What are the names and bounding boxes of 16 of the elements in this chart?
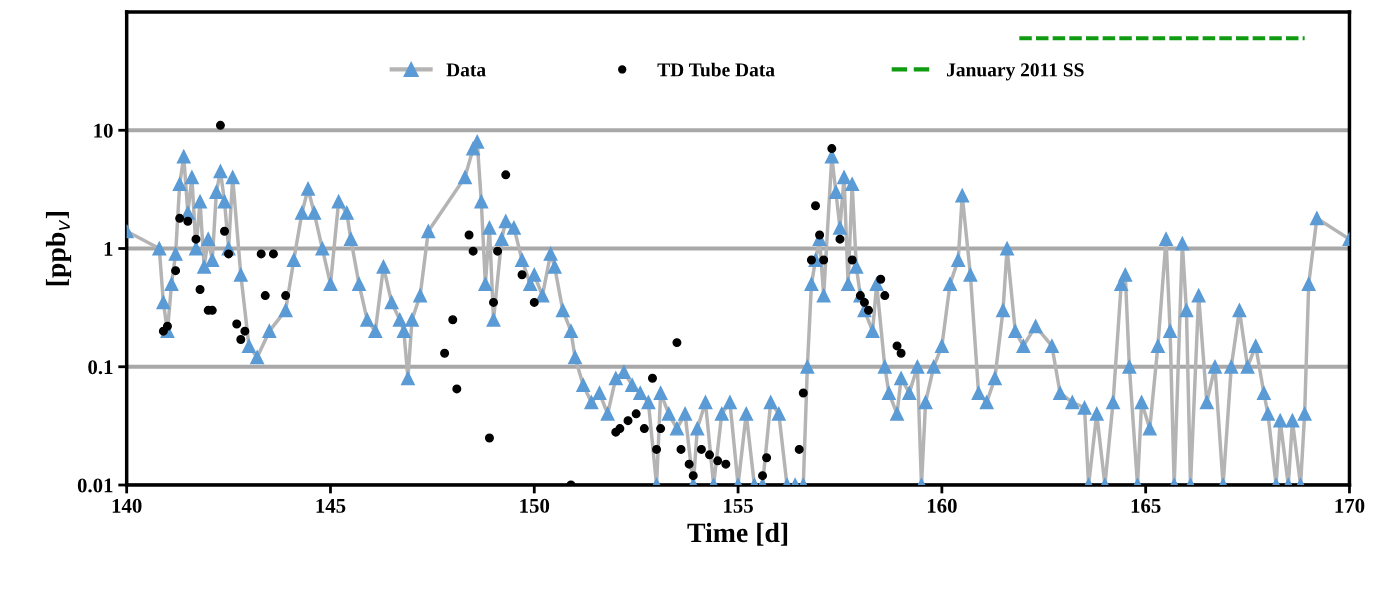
x-tick-label: 165 <box>1131 498 1161 513</box>
x-tick-label: 140 <box>112 498 142 513</box>
y-tick-label: 0.1 <box>88 360 113 375</box>
x-tick-label: 150 <box>520 498 550 513</box>
x-tick-label: 170 <box>1335 498 1365 513</box>
y-tick-label: 1 <box>104 241 113 256</box>
y-axis-title: [ppb$_{v}$] <box>45 211 72 286</box>
x-tick-label: 145 <box>316 498 346 513</box>
y-tick-label: 10 <box>94 123 113 138</box>
x-tick-label: 160 <box>927 498 957 513</box>
x-axis-title: Time [d] <box>687 522 788 546</box>
legend-label: TD Tube Data <box>657 62 775 77</box>
x-tick-label: 155 <box>724 498 753 513</box>
legend-label: January 2011 SS <box>947 63 1084 81</box>
legend-label: Data <box>446 63 486 77</box>
y-tick-label: 0.01 <box>77 478 113 493</box>
